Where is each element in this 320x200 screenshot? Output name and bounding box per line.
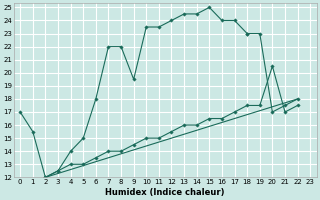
X-axis label: Humidex (Indice chaleur): Humidex (Indice chaleur) [106, 188, 225, 197]
